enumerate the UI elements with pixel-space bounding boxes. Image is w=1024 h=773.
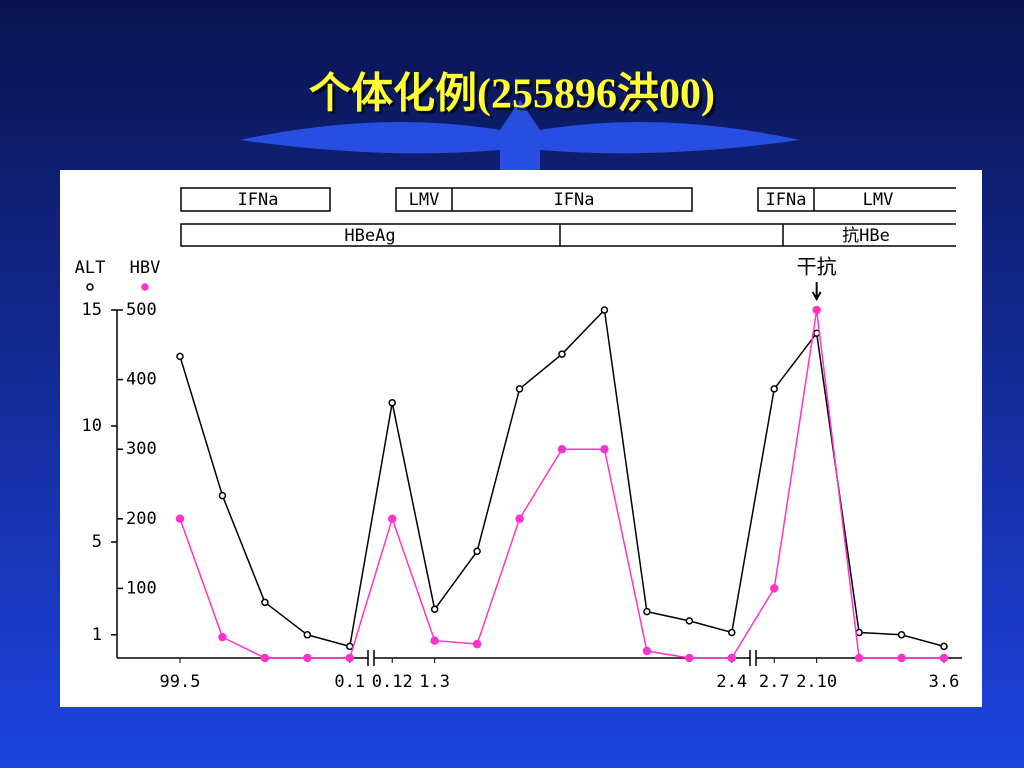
timeline-box bbox=[180, 223, 956, 247]
data-point bbox=[261, 598, 269, 607]
x-tick-label: 2.10 bbox=[796, 672, 837, 692]
data-point bbox=[175, 514, 185, 524]
timeline-label: IFNa bbox=[238, 190, 279, 210]
data-point bbox=[260, 653, 270, 663]
y2-tick-label: 500 bbox=[126, 300, 157, 320]
data-point bbox=[430, 636, 439, 645]
y-tick-label: 5 bbox=[92, 532, 102, 552]
legend-marker bbox=[86, 283, 94, 291]
y-tick-label: 1 bbox=[92, 625, 102, 645]
data-point bbox=[939, 653, 949, 663]
data-point bbox=[472, 639, 482, 649]
timeline-label: IFNa bbox=[766, 190, 807, 210]
timeline-label: LMV bbox=[863, 190, 894, 210]
legend-marker bbox=[141, 283, 149, 291]
data-point bbox=[388, 399, 396, 407]
axis-break bbox=[750, 652, 756, 664]
data-point bbox=[643, 607, 651, 616]
data-point bbox=[728, 628, 736, 637]
slide-title: 个体化例(255896洪00) bbox=[309, 71, 715, 118]
data-point bbox=[176, 352, 184, 361]
timeline-box bbox=[757, 187, 956, 212]
x-tick-label: 2.7 bbox=[759, 672, 790, 692]
data-point bbox=[600, 306, 609, 314]
chart-area bbox=[60, 170, 982, 707]
legend-label: ALT bbox=[75, 258, 106, 278]
annotation-arrow bbox=[811, 282, 822, 302]
x-tick-label: 99.5 bbox=[160, 672, 201, 692]
title-shadow: 个体化例(255896洪00) bbox=[312, 74, 718, 121]
x-tick-label: 2.4 bbox=[716, 672, 747, 692]
data-point bbox=[600, 444, 609, 454]
timeline-label: IFNa bbox=[554, 190, 595, 210]
data-point bbox=[897, 653, 906, 663]
data-point bbox=[685, 653, 694, 663]
data-point bbox=[855, 628, 863, 637]
data-point bbox=[897, 631, 906, 639]
timeline-box bbox=[395, 187, 693, 212]
timeline bbox=[180, 187, 956, 247]
timeline-label: 抗HBe bbox=[842, 226, 890, 246]
data-point bbox=[854, 653, 864, 663]
emblem bbox=[240, 100, 800, 170]
data-point bbox=[303, 653, 312, 663]
data-point bbox=[558, 350, 566, 358]
timeline-box bbox=[180, 187, 331, 212]
data-point bbox=[515, 385, 524, 393]
data-point bbox=[387, 514, 397, 524]
data-point bbox=[473, 547, 481, 556]
data-point bbox=[727, 653, 737, 663]
y2-tick-label: 400 bbox=[126, 370, 157, 390]
data-point bbox=[515, 514, 524, 524]
data-point bbox=[345, 653, 355, 663]
timeline-label: HBeAg bbox=[344, 226, 395, 246]
data-point bbox=[303, 631, 312, 639]
data-point bbox=[770, 385, 778, 393]
x-tick-label: 0.1 bbox=[334, 672, 365, 692]
x-tick-label: 3.6 bbox=[929, 672, 960, 692]
y2-tick-label: 300 bbox=[126, 439, 157, 459]
data-point bbox=[642, 646, 652, 656]
data-point bbox=[940, 642, 948, 651]
data-point bbox=[685, 617, 694, 625]
annotation: 干抗 bbox=[797, 255, 837, 279]
x-tick-label: 1.3 bbox=[419, 672, 450, 692]
data-point bbox=[812, 305, 821, 315]
data-point bbox=[346, 642, 354, 651]
x-tick-label: 0.12 bbox=[372, 672, 413, 692]
timeline-label: LMV bbox=[409, 190, 440, 210]
data-point bbox=[769, 584, 779, 593]
y2-tick-label: 100 bbox=[126, 578, 157, 598]
y-tick-label: 10 bbox=[82, 416, 102, 436]
y2-tick-label: 200 bbox=[126, 509, 157, 529]
data-point bbox=[218, 491, 227, 500]
y-tick-label: 15 bbox=[82, 300, 102, 320]
data-point bbox=[218, 632, 227, 642]
data-point bbox=[430, 605, 439, 614]
axis-break bbox=[368, 652, 374, 664]
legend-label: HBV bbox=[130, 258, 161, 278]
data-point bbox=[557, 444, 567, 454]
